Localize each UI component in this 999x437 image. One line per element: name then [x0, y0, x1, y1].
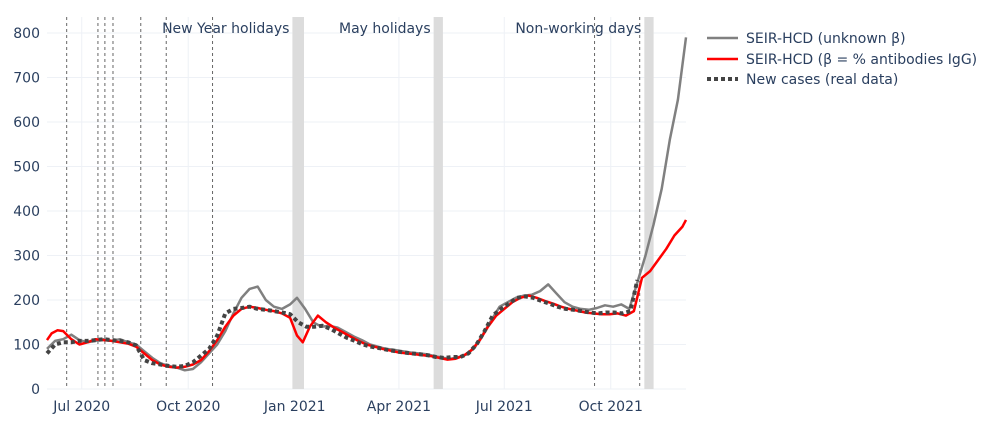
grid: [47, 17, 686, 390]
y-tick-label: 100: [13, 338, 40, 354]
axes: 0 100 200 300 400 500 600 700 800 Jul 2020 Oct 202…: [13, 26, 643, 415]
y-tick-label: 200: [13, 293, 40, 309]
x-tick-label: Jan 2021: [263, 399, 326, 415]
x-tick-label: Jul 2021: [475, 399, 533, 415]
annotations: New Year holidays May holidays Non-working…: [162, 21, 641, 37]
vertical-marker-lines: [66, 17, 641, 389]
holiday-label: Non-working days: [515, 21, 641, 37]
x-tick-label: Oct 2020: [156, 399, 220, 415]
x-tick-label: Jul 2020: [52, 399, 110, 415]
y-tick-label: 400: [13, 204, 40, 220]
y-tick-label: 300: [13, 249, 40, 265]
y-tick-label: 700: [13, 71, 40, 87]
shaded-periods: [292, 17, 654, 389]
x-tick-label: Apr 2021: [367, 399, 431, 415]
legend: SEIR-HCD (unknown β) SEIR-HCD (β = % anti…: [707, 31, 977, 88]
y-tick-label: 500: [13, 160, 40, 176]
y-tick-label: 600: [13, 115, 40, 131]
legend-label: New cases (real data): [746, 72, 898, 88]
legend-label: SEIR-HCD (unknown β): [746, 31, 906, 47]
x-tick-label: Oct 2021: [579, 399, 643, 415]
legend-label: SEIR-HCD (β = % antibodies IgG): [746, 52, 977, 68]
y-tick-label: 0: [31, 382, 40, 398]
series-line-1: [46, 37, 688, 372]
y-tick-label: 800: [13, 26, 40, 42]
holiday-label: May holidays: [339, 21, 431, 37]
holiday-band: [644, 17, 654, 389]
series-lines: [45, 37, 688, 372]
holiday-label: New Year holidays: [162, 21, 289, 37]
holiday-band: [433, 17, 443, 389]
holiday-band: [292, 17, 304, 389]
series-line-3: [45, 279, 640, 369]
